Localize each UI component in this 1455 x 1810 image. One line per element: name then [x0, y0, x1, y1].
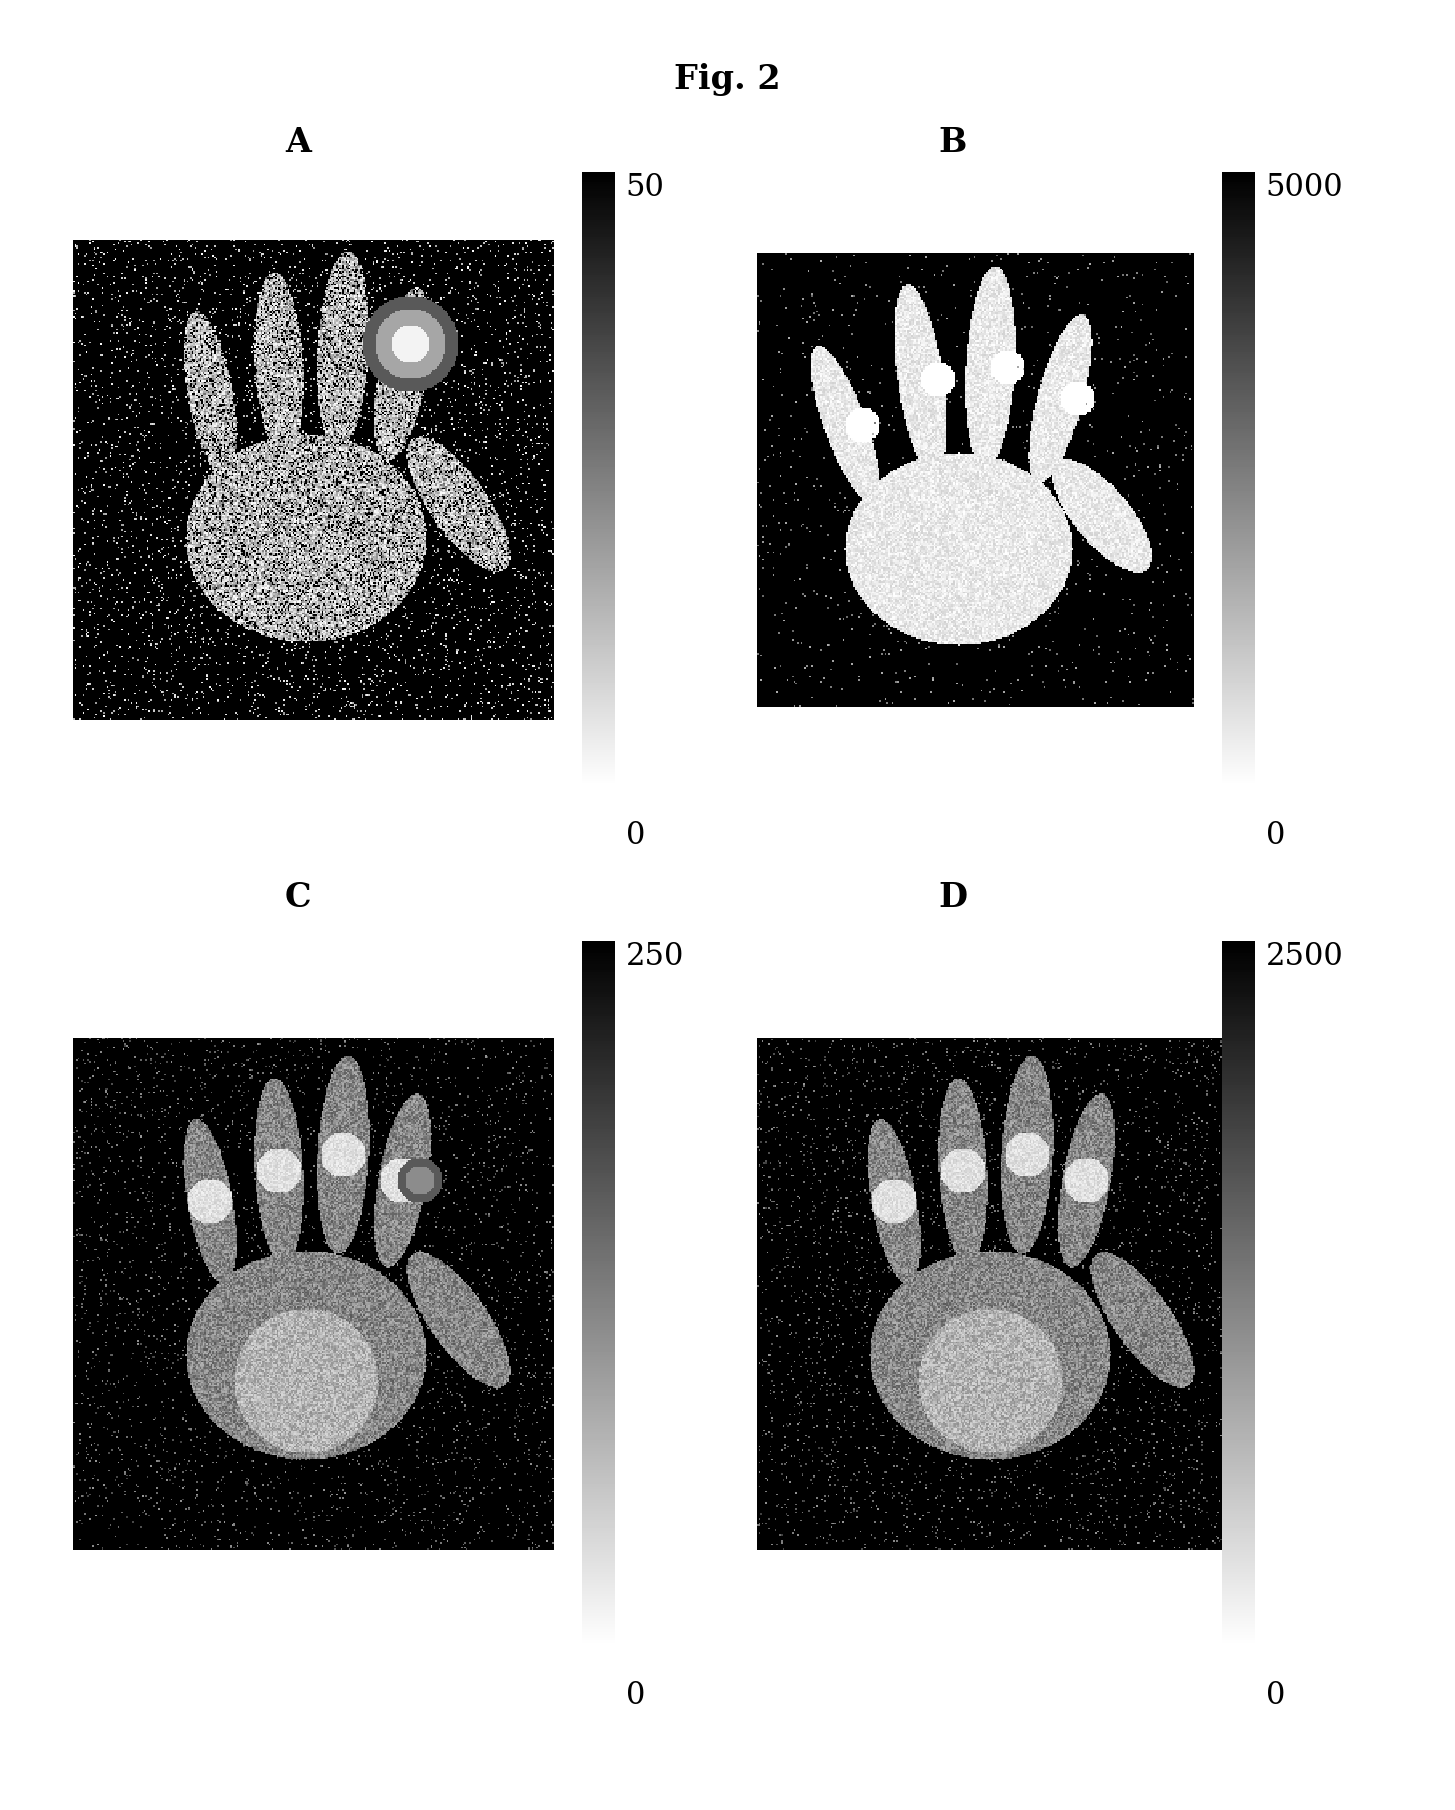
Text: D: D [938, 881, 968, 914]
Text: 2500: 2500 [1266, 941, 1343, 972]
Text: 0: 0 [626, 1680, 645, 1710]
Text: 5000: 5000 [1266, 172, 1343, 203]
Text: 0: 0 [626, 820, 645, 851]
Text: B: B [938, 127, 968, 159]
Text: 0: 0 [1266, 820, 1285, 851]
Text: Fig. 2: Fig. 2 [674, 63, 781, 96]
Text: 0: 0 [1266, 1680, 1285, 1710]
Text: C: C [285, 881, 311, 914]
Text: 250: 250 [626, 941, 684, 972]
Text: A: A [285, 127, 311, 159]
Text: 50: 50 [626, 172, 665, 203]
